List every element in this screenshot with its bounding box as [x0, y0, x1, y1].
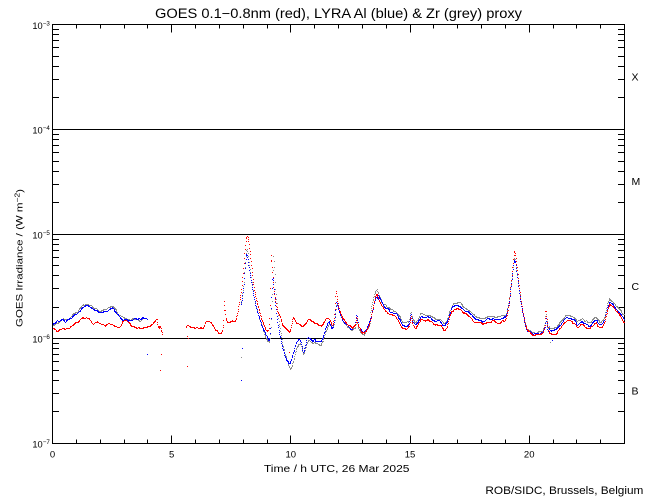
svg-text:M: M	[632, 176, 641, 188]
svg-text:GOES Irradiance / (W m−2): GOES Irradiance / (W m−2)	[15, 189, 26, 327]
svg-text:10−6: 10−6	[32, 334, 50, 345]
svg-text:X: X	[632, 71, 639, 83]
svg-text:C: C	[632, 281, 640, 293]
svg-text:ROB/SIDC, Brussels, Belgium: ROB/SIDC, Brussels, Belgium	[485, 485, 643, 497]
svg-text:10−7: 10−7	[32, 439, 50, 450]
svg-text:B: B	[632, 386, 639, 398]
svg-text:10−5: 10−5	[32, 230, 50, 241]
svg-text:10−4: 10−4	[32, 125, 50, 136]
svg-text:GOES 0.1−0.8nm (red), LYRA Al: GOES 0.1−0.8nm (red), LYRA Al (blue) & Z…	[155, 6, 522, 21]
svg-text:20: 20	[524, 450, 535, 461]
svg-text:Time / h UTC, 26 Mar 2025: Time / h UTC, 26 Mar 2025	[264, 464, 410, 475]
svg-text:0: 0	[50, 450, 55, 461]
svg-text:10−3: 10−3	[32, 21, 50, 32]
svg-text:10: 10	[286, 450, 297, 461]
svg-text:5: 5	[169, 450, 174, 461]
svg-text:15: 15	[405, 450, 416, 461]
